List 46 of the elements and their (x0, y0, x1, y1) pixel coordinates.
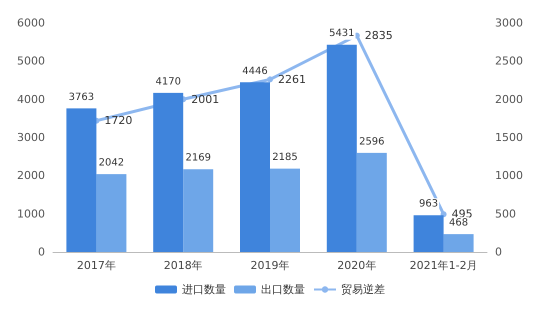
y2-tick-label: 0 (495, 246, 502, 258)
y-tick-label: 6000 (17, 16, 45, 30)
legend-label: 进口数量 (182, 283, 226, 296)
point (267, 76, 273, 82)
data-label: 2042 (98, 158, 124, 169)
y-tick-label: 0 (38, 246, 45, 258)
data-label: 1720 (104, 114, 132, 128)
data-label: 2169 (185, 152, 211, 164)
data-label: 2596 (359, 136, 385, 148)
data-label: 2185 (272, 152, 298, 164)
data-label: 4170 (155, 76, 181, 88)
bar (153, 92, 184, 252)
bar (66, 108, 96, 252)
data-label: 963 (419, 198, 438, 210)
data-label: 2001 (191, 92, 220, 106)
x-tick-label: 2020年 (337, 259, 376, 272)
bar (414, 215, 444, 252)
x-tick-label: 2021年1-2月 (410, 259, 478, 272)
bar (326, 44, 357, 252)
y2-tick-label: 2000 (495, 92, 523, 106)
y2-tick-label: 3000 (495, 16, 523, 30)
bar (240, 82, 270, 252)
data-label: 3763 (68, 92, 94, 103)
y-tick-label: 3000 (17, 131, 45, 144)
x-tick-label: 2018年 (164, 259, 203, 272)
legend-label: 贸易逆差 (341, 283, 385, 296)
data-label: 2261 (278, 72, 306, 86)
bar (444, 234, 474, 252)
data-label: 2835 (364, 29, 393, 42)
x-tick-label: 2017年 (76, 259, 116, 272)
bar (356, 152, 387, 252)
data-label: 5431 (329, 28, 355, 40)
bar (183, 169, 214, 252)
y-tick-label: 2000 (17, 169, 45, 182)
y-tick-label: 4000 (17, 92, 45, 106)
y-tick-label: 5000 (17, 54, 45, 68)
legend-label: 出口数量 (261, 283, 305, 296)
y-tick-label: 1000 (17, 207, 45, 220)
y2-tick-label: 2500 (495, 54, 523, 68)
x-tick-label: 2019年 (250, 259, 290, 272)
data-label: 4446 (242, 66, 268, 77)
y2-tick-label: 500 (495, 207, 516, 220)
y2-tick-label: 1500 (495, 131, 523, 144)
y2-tick-label: 1000 (495, 169, 523, 182)
bar (270, 168, 300, 252)
bar (96, 174, 126, 252)
